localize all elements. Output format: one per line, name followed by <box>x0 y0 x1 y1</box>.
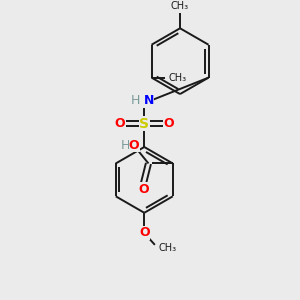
Text: O: O <box>138 183 148 196</box>
Text: O: O <box>129 139 140 152</box>
Text: O: O <box>139 226 150 239</box>
Text: N: N <box>143 94 154 107</box>
Text: O: O <box>114 117 125 130</box>
Text: CH₃: CH₃ <box>169 73 187 82</box>
Text: S: S <box>139 116 149 130</box>
Text: CH₃: CH₃ <box>171 1 189 11</box>
Text: CH₃: CH₃ <box>159 243 177 253</box>
Text: H: H <box>121 139 130 152</box>
Text: H: H <box>130 94 140 107</box>
Text: O: O <box>164 117 175 130</box>
